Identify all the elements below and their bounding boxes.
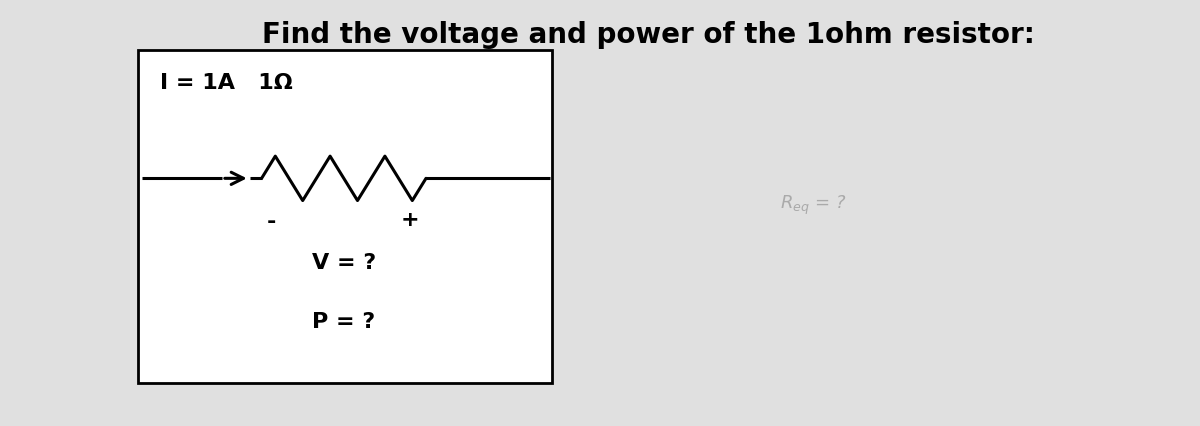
- Text: I = 1A   1Ω: I = 1A 1Ω: [160, 72, 293, 92]
- Text: V = ?: V = ?: [312, 252, 376, 272]
- Text: Find the voltage and power of the 1ohm resistor:: Find the voltage and power of the 1ohm r…: [262, 21, 1034, 49]
- Bar: [138, 51, 552, 383]
- Text: P = ?: P = ?: [312, 312, 376, 331]
- Text: $R_{eq}$ = ?: $R_{eq}$ = ?: [780, 193, 846, 216]
- Text: +: +: [401, 210, 419, 229]
- Text: -: -: [268, 212, 276, 231]
